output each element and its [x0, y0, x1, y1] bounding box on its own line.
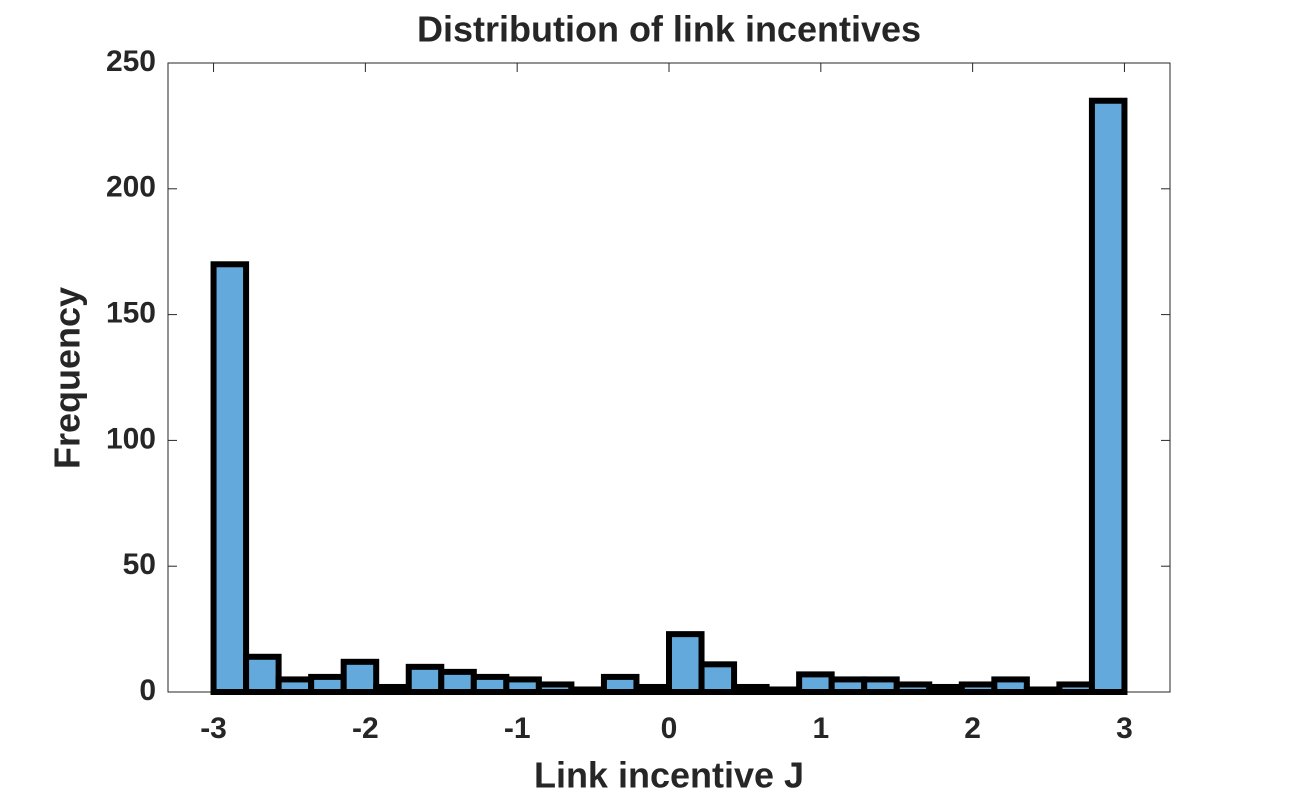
- bar: [275, 676, 315, 695]
- bar: [926, 683, 965, 696]
- bar: [568, 686, 607, 696]
- bar: [731, 683, 770, 696]
- bar: [470, 673, 510, 695]
- bar: [1088, 97, 1128, 696]
- bar: [243, 653, 282, 695]
- chart-title: Distribution of link incentives: [417, 9, 921, 50]
- y-axis-label: Frequency: [47, 287, 88, 469]
- bar: [600, 673, 640, 695]
- x-tick-label: 3: [1116, 712, 1133, 745]
- bar: [796, 671, 835, 695]
- bar: [308, 673, 347, 695]
- bar: [1023, 686, 1063, 696]
- x-tick-label: 1: [812, 712, 829, 745]
- bar: [340, 658, 380, 695]
- plot-frame: [167, 62, 1171, 693]
- y-tick-label: 50: [123, 548, 156, 581]
- x-tick-label: -1: [504, 712, 531, 745]
- bar: [438, 668, 477, 696]
- bar: [633, 683, 673, 696]
- y-tick-label: 200: [106, 171, 156, 204]
- bar: [991, 676, 1030, 695]
- bar: [893, 681, 933, 696]
- x-axis-label: Link incentive J: [534, 755, 804, 796]
- bar: [373, 683, 412, 696]
- bar: [1056, 681, 1095, 696]
- bar: [503, 676, 542, 695]
- bar: [666, 631, 705, 696]
- bar: [958, 681, 998, 696]
- x-tick-label: 2: [964, 712, 981, 745]
- x-tick-label: -3: [200, 712, 227, 745]
- bar: [698, 661, 738, 695]
- x-tick-label: -2: [352, 712, 379, 745]
- y-tick-label: 150: [106, 297, 156, 330]
- bar: [828, 676, 868, 695]
- x-tick-label: 0: [661, 712, 678, 745]
- y-tick-label: 0: [139, 674, 156, 707]
- bar: [535, 681, 575, 696]
- y-tick-label: 250: [106, 45, 156, 78]
- bar: [405, 663, 445, 696]
- y-tick-label: 100: [106, 422, 156, 455]
- bar: [861, 676, 900, 695]
- bar: [210, 261, 250, 695]
- bar: [763, 686, 803, 696]
